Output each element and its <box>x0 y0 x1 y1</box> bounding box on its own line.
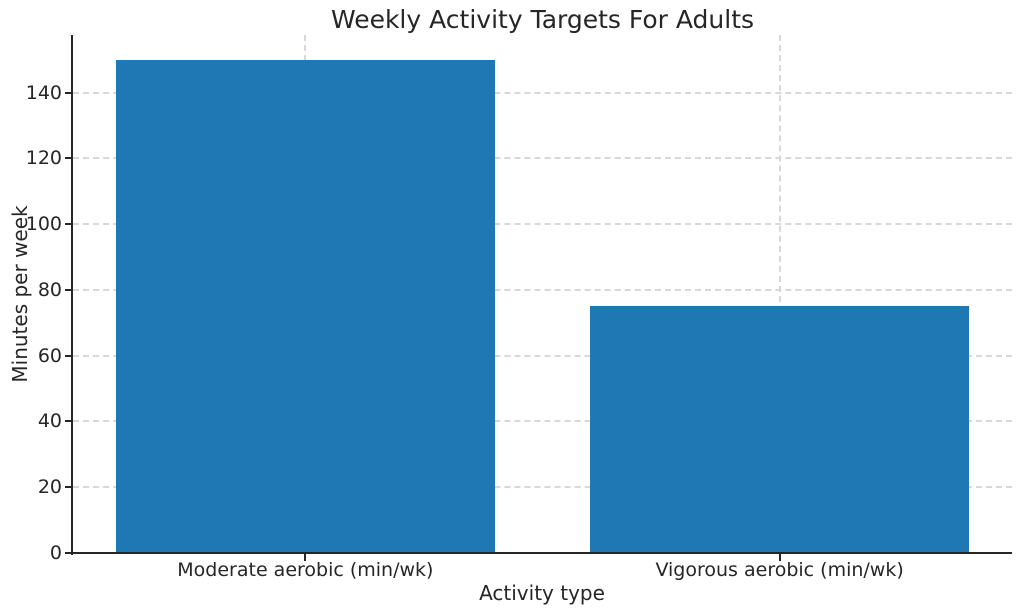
x-tick-label: Moderate aerobic (min/wk) <box>177 559 434 581</box>
y-axis-spine <box>71 35 73 555</box>
y-gridline <box>73 288 1012 291</box>
y-tick-label: 80 <box>37 278 62 301</box>
plot-area <box>73 35 1012 553</box>
x-axis-spine <box>71 552 1012 554</box>
y-gridline <box>73 91 1012 94</box>
y-tick <box>65 354 72 357</box>
y-gridline <box>73 223 1012 226</box>
y-tick <box>65 288 72 291</box>
y-tick-label: 40 <box>37 410 62 433</box>
chart-title: Weekly Activity Targets For Adults <box>330 5 755 34</box>
y-tick <box>65 91 72 94</box>
y-tick <box>65 157 72 160</box>
y-tick-label: 0 <box>49 542 62 564</box>
y-tick <box>65 486 72 489</box>
x-tick <box>304 554 307 561</box>
x-axis-label: Activity type <box>479 581 605 605</box>
x-tick-label: Vigorous aerobic (min/wk) <box>655 559 904 581</box>
y-tick <box>65 420 72 423</box>
x-tick <box>778 554 781 561</box>
y-gridline <box>73 420 1012 423</box>
y-tick <box>65 552 72 554</box>
y-gridline <box>73 157 1012 160</box>
y-tick-label: 120 <box>25 147 62 170</box>
y-tick-label: 20 <box>37 476 62 499</box>
y-tick-label: 60 <box>37 344 62 367</box>
x-gridline <box>778 35 781 553</box>
y-tick-label: 140 <box>25 81 62 104</box>
y-gridline <box>73 486 1012 489</box>
bar <box>589 306 970 553</box>
y-gridline <box>73 354 1012 357</box>
y-tick-label: 100 <box>25 213 62 236</box>
y-tick <box>65 223 72 226</box>
bar <box>115 59 496 553</box>
